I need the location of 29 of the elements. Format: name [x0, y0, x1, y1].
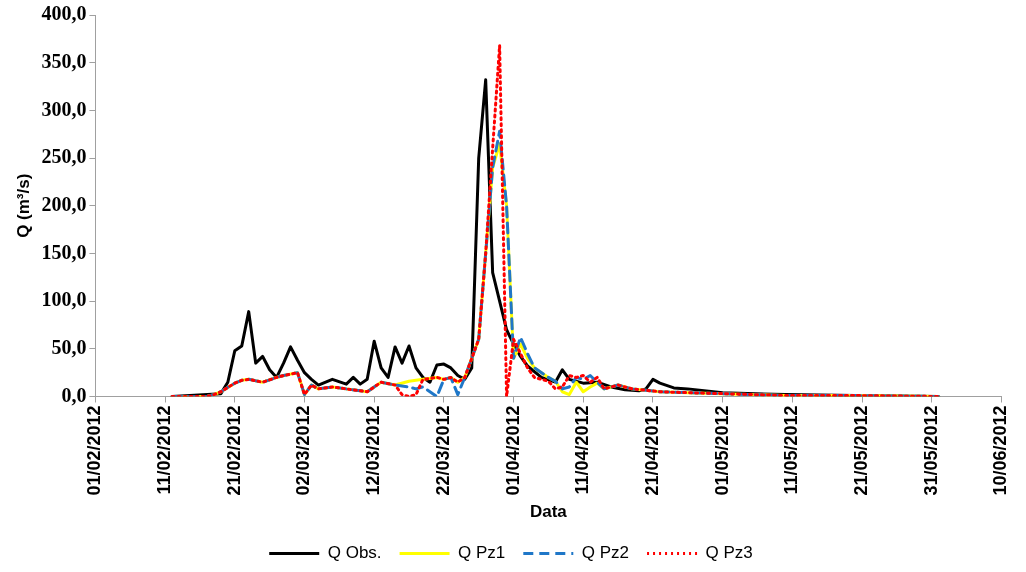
legend-label: Q Pz3	[705, 543, 753, 563]
legend-label: Q Pz2	[581, 543, 630, 563]
x-tick-label: 11/05/2012	[781, 405, 802, 495]
y-tick-label: 200,0	[41, 192, 87, 215]
x-tick-label: 02/03/2012	[293, 405, 314, 496]
x-tick-label: 21/05/2012	[850, 405, 871, 496]
y-tick-label: 300,0	[41, 97, 87, 120]
x-tick-label: 01/04/2012	[502, 405, 523, 496]
y-tick-label: 100,0	[41, 288, 87, 311]
y-tick-label: 250,0	[41, 145, 87, 168]
x-tick-label: 31/05/2012	[920, 405, 941, 496]
y-tick-label: 350,0	[41, 49, 87, 72]
y-axis-title: Q (m³/s)	[13, 173, 33, 238]
x-axis-title: Data	[529, 502, 568, 522]
legend-label: Q Obs.	[327, 543, 382, 563]
x-tick-label: 11/02/2012	[154, 405, 175, 495]
y-tick-label: 150,0	[41, 240, 87, 263]
y-tick-label: 0,0	[61, 383, 87, 406]
x-tick-label: 01/05/2012	[711, 405, 732, 496]
y-tick-label: 400,0	[41, 2, 87, 25]
legend-label: Q Pz1	[458, 543, 506, 563]
y-tick-label: 50,0	[51, 335, 87, 358]
x-tick-label: 11/04/2012	[572, 405, 593, 495]
x-tick-label: 01/02/2012	[84, 405, 105, 496]
x-tick-label: 21/04/2012	[641, 405, 662, 496]
x-tick-label: 22/03/2012	[432, 405, 453, 496]
x-tick-label: 10/06/2012	[990, 405, 1011, 496]
x-tick-label: 12/03/2012	[363, 405, 384, 496]
x-tick-label: 21/02/2012	[223, 405, 244, 496]
